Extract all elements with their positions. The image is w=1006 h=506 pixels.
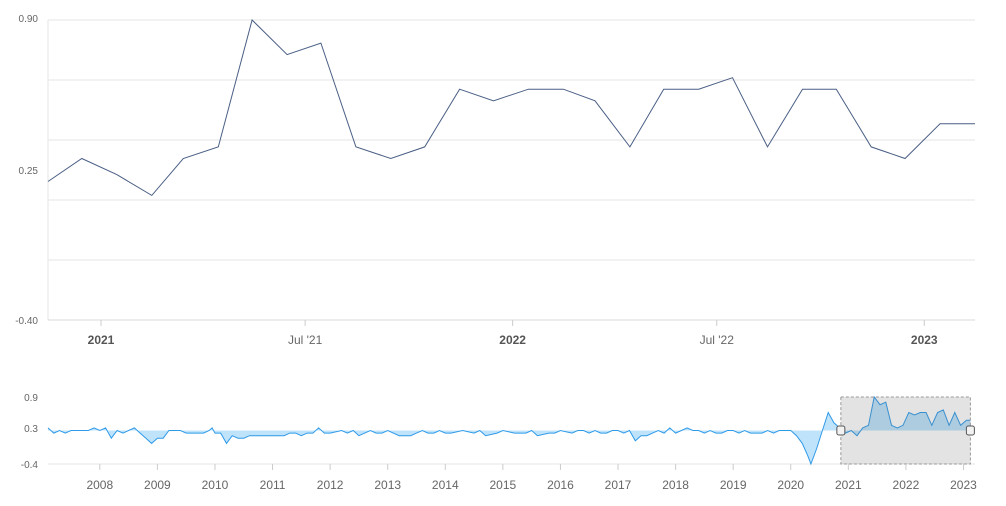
navigator-left-handle[interactable] [836,425,846,436]
data-point[interactable] [833,86,839,92]
main-x-axis-labels: 2021 Jul '21 2022 Jul '22 2023 [88,320,938,347]
data-point[interactable] [79,156,85,162]
data-point[interactable] [661,86,667,92]
navigator-x-axis-labels: 2008 2009 2010 2011 2012 2013 2014 2015 2016 2017… [86,464,977,492]
navigator-x-tick-label: 2021 [835,478,862,492]
data-point[interactable] [149,192,155,198]
navigator-x-tick-label: 2009 [144,478,171,492]
navigator-x-tick-label: 2014 [432,478,459,492]
data-point[interactable] [730,75,736,81]
data-point[interactable] [627,144,633,150]
main-y-axis-labels: 0.90 0.25 -0.40 [15,14,38,327]
data-point[interactable] [180,156,186,162]
navigator-x-tick-label: 2022 [893,478,920,492]
navigator-x-tick-label: 2011 [260,478,286,492]
data-point[interactable] [318,40,324,46]
data-point[interactable] [972,121,978,127]
x-tick-label: Jul '21 [288,333,323,347]
navigator-x-tick-label: 2012 [317,478,344,492]
navigator-x-tick-label: 2017 [605,478,632,492]
data-point[interactable] [388,156,394,162]
navigator-y-tick-label: -0.4 [21,460,39,471]
data-point[interactable] [592,98,598,104]
data-point[interactable] [353,144,359,150]
data-point[interactable] [937,121,943,127]
data-point[interactable] [491,98,497,104]
data-point[interactable] [284,52,290,58]
data-point[interactable] [765,144,771,150]
data-point[interactable] [114,172,120,178]
y-tick-label: -0.40 [15,316,38,327]
data-point[interactable] [800,86,806,92]
navigator-series-line [47,395,971,466]
x-tick-label: 2023 [911,333,938,347]
data-point[interactable] [525,86,531,92]
data-point[interactable] [457,86,463,92]
y-tick-label: 0.25 [19,166,39,177]
data-point[interactable] [902,156,908,162]
navigator-x-tick-label: 2008 [86,478,113,492]
data-point[interactable] [45,179,51,185]
navigator-x-tick-label: 2010 [202,478,229,492]
data-point[interactable] [215,144,221,150]
navigator-y-tick-label: 0.9 [24,393,38,404]
navigator-layer[interactable] [47,395,975,466]
data-point[interactable] [422,144,428,150]
x-tick-label: 2021 [88,333,115,347]
series-line [47,19,975,197]
navigator-x-tick-label: 2019 [720,478,747,492]
x-tick-label: Jul '22 [700,333,735,347]
navigator-selected-range[interactable] [840,396,971,465]
data-point[interactable] [560,86,566,92]
navigator-x-tick-label: 2020 [777,478,804,492]
data-point[interactable] [696,86,702,92]
data-point[interactable] [249,17,255,23]
main-chart-grid [47,19,975,321]
navigator-y-axis-labels: 0.9 0.3 -0.4 [21,393,39,471]
navigator-y-tick-label: 0.3 [24,424,38,435]
navigator-x-tick-label: 2013 [374,478,401,492]
data-point[interactable] [868,144,874,150]
x-tick-label: 2022 [499,333,526,347]
navigator-x-tick-label: 2023 [950,478,977,492]
y-tick-label: 0.90 [19,14,39,25]
navigator-area-fill [48,397,971,464]
navigator-right-handle[interactable] [965,425,975,436]
navigator-x-tick-label: 2018 [662,478,689,492]
main-series-layer [45,17,978,198]
navigator-x-tick-label: 2016 [547,478,574,492]
navigator-x-tick-label: 2015 [490,478,517,492]
